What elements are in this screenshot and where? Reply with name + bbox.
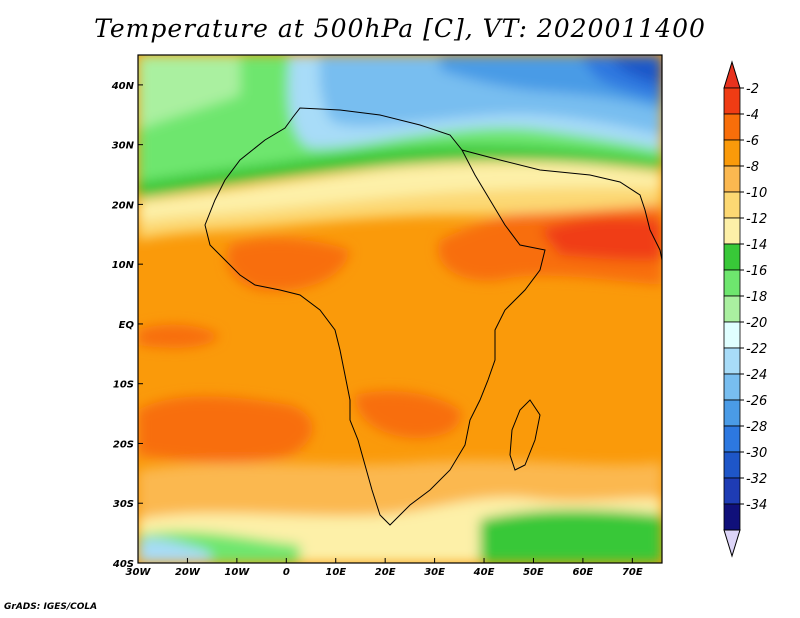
lon-tick-label: 50E — [523, 567, 544, 578]
colorbar-bottom-arrow — [723, 529, 741, 558]
colorbar-swatch — [723, 217, 741, 245]
plot-frame — [137, 54, 663, 564]
colorbar-label: -8 — [746, 160, 759, 175]
madagascar-coastline — [509, 399, 541, 471]
colorbar-label: -34 — [746, 498, 767, 513]
lon-tick-label: 10W — [224, 567, 250, 578]
lat-tick-label: EQ — [119, 320, 135, 331]
colorbar-swatch — [723, 503, 741, 531]
lon-tick-label: 20W — [175, 567, 201, 578]
colorbar-label: -6 — [746, 134, 759, 149]
colorbar-swatch — [723, 113, 741, 141]
lon-tick-label: 60E — [573, 567, 594, 578]
colorbar-swatch — [723, 425, 741, 453]
colorbar-label: -32 — [746, 472, 767, 487]
colorbar-swatch — [723, 399, 741, 427]
colorbar-swatch — [723, 165, 741, 193]
colorbar-label: -26 — [746, 394, 767, 409]
colorbar-label: -16 — [746, 264, 767, 279]
colorbar-swatch — [723, 191, 741, 219]
colorbar-swatch — [723, 269, 741, 297]
colorbar-swatch — [723, 87, 741, 115]
colorbar-label: -24 — [746, 368, 767, 383]
temperature-field — [138, 55, 662, 563]
colorbar-swatch — [723, 347, 741, 375]
colorbar-top-arrow — [723, 60, 741, 89]
colorbar-swatch — [723, 243, 741, 271]
colorbar-swatch — [723, 321, 741, 349]
colorbar-label: -2 — [746, 82, 759, 97]
colorbar-label: -12 — [746, 212, 767, 227]
lon-tick-label: 20E — [375, 567, 396, 578]
lon-tick-label: 40E — [473, 567, 495, 578]
lon-tick-label: 30W — [126, 567, 152, 578]
colorbar: -2 -4 -6 -8 -10 -12 -14 -16 -18 -20 -22 -24 -26 -28 -3… — [723, 60, 767, 558]
colorbar-label: -28 — [746, 420, 767, 435]
colorbar-swatch — [723, 373, 741, 401]
colorbar-label: -4 — [746, 108, 759, 123]
colorbar-label: -10 — [746, 186, 767, 201]
lon-tick-label: 10E — [325, 567, 346, 578]
lat-tick-label: 20S — [113, 439, 134, 450]
lat-tick-label: 10S — [113, 380, 134, 391]
lat-tick-label: 40S — [112, 559, 134, 570]
africa-coastline — [204, 107, 546, 526]
lon-tick-label: 70E — [622, 567, 643, 578]
colorbar-swatch — [723, 295, 741, 323]
colorbar-label: -18 — [746, 290, 767, 305]
lat-tick-label: 20N — [112, 200, 135, 211]
colorbar-label: -20 — [746, 316, 767, 331]
colorbar-swatch — [723, 451, 741, 479]
axis-ticks: 30W 20W 10W 0 10E 20E 30E 40E 50E 60E 70E 40N 30N 20N… — [111, 81, 643, 578]
lat-tick-label: 30N — [112, 141, 135, 152]
map-title: Temperature at 500hPa [C], VT: 202001140… — [94, 14, 706, 43]
colorbar-swatch — [723, 139, 741, 167]
lon-tick-label: 30E — [424, 567, 445, 578]
colorbar-label: -22 — [746, 342, 767, 357]
arabia-coastline — [461, 149, 662, 261]
colorbar-label: -14 — [746, 238, 767, 253]
colorbar-label: -30 — [746, 446, 767, 461]
lat-tick-label: 40N — [111, 81, 135, 92]
grads-credit: GrADS: IGES/COLA — [4, 602, 98, 612]
lat-tick-label: 10N — [112, 260, 135, 271]
colorbar-swatch — [723, 477, 741, 505]
lat-tick-label: 30S — [113, 499, 134, 510]
lon-tick-label: 0 — [283, 567, 290, 578]
